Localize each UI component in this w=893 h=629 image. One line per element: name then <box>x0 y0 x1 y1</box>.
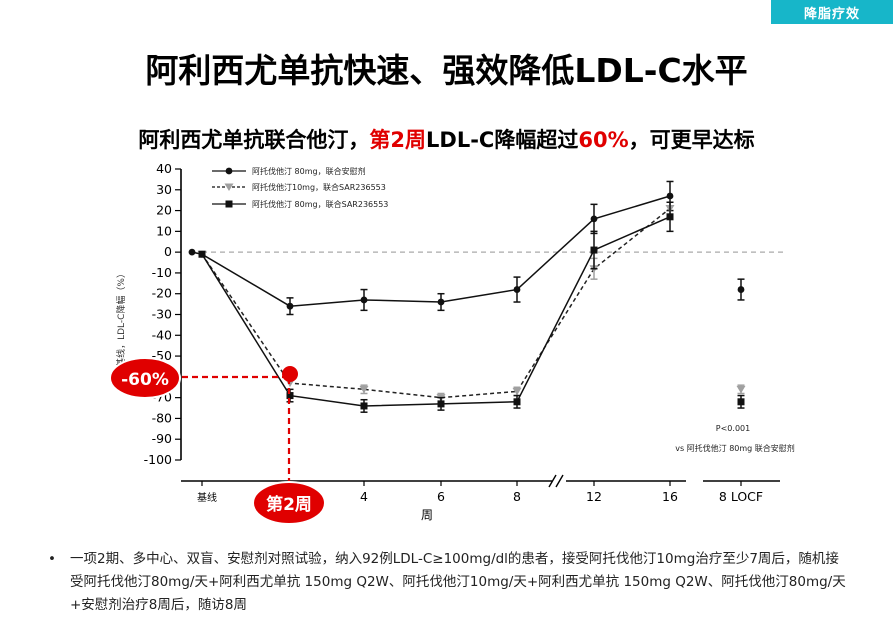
x-tick-label: 8 <box>513 489 521 504</box>
minus60-callout-label: -60% <box>121 370 169 390</box>
data-point-circle <box>225 167 233 175</box>
data-point-square <box>737 398 745 406</box>
x-axis-label: 周 <box>421 508 433 522</box>
footnote-text: 一项2期、多中心、双盲、安慰剂对照试验，纳入92例LDL-C≥100mg/dl的… <box>70 551 846 613</box>
data-point-circle <box>437 298 445 306</box>
x-tick-label: 8 LOCF <box>719 489 763 504</box>
data-point-triangle <box>224 183 234 191</box>
ldl-chart: 403020100-10-20-30-40-50-60-70-80-90-100… <box>109 161 795 525</box>
x-tick-label: 4 <box>360 489 368 504</box>
y-tick-label: 10 <box>156 223 172 238</box>
data-point-circle <box>513 286 521 293</box>
comparison-annotation: vs 阿托伐他汀 80mg 联合安慰剂 <box>675 443 795 453</box>
y-tick-label: -30 <box>152 307 172 322</box>
x-tick-label: 6 <box>437 489 445 504</box>
y-tick-label: -20 <box>152 286 172 301</box>
data-point-circle <box>286 302 294 310</box>
y-tick-label: -80 <box>152 410 172 425</box>
data-point-square <box>666 213 674 221</box>
legend-label: 阿托伐他汀10mg，联合SAR236553 <box>252 182 386 192</box>
y-tick-label: 30 <box>156 182 172 197</box>
y-tick-label: 40 <box>156 161 172 176</box>
data-point-square <box>590 246 598 254</box>
page-subtitle: 阿利西尤单抗联合他汀，第2周LDL-C降幅超过60%，可更早达标 <box>0 124 893 154</box>
series-line-1 <box>191 195 671 307</box>
x-tick-label: 16 <box>662 489 678 504</box>
y-tick-label: 20 <box>156 203 172 218</box>
data-point-circle <box>737 286 745 293</box>
data-point-square <box>437 400 445 408</box>
data-point-square <box>198 250 206 258</box>
y-axis-label: 基线，LDL-C降幅（%） <box>115 269 127 367</box>
data-point-triangle <box>736 385 746 394</box>
axis-break-mark <box>548 474 557 488</box>
data-point-circle <box>360 296 368 304</box>
footnote: • 一项2期、多中心、双盲、安慰剂对照试验，纳入92例LDL-C≥100mg/d… <box>48 548 846 617</box>
subtitle-part1: 阿利西尤单抗联合他汀， <box>138 128 370 152</box>
section-tag: 降脂疗效 <box>771 0 893 24</box>
data-point-triangle <box>359 385 369 394</box>
subtitle-part5: ，可更早达标 <box>628 128 755 152</box>
y-tick-label: -90 <box>152 431 172 446</box>
data-point-square <box>513 398 521 406</box>
legend-label: 阿托伐他汀 80mg，联合安慰剂 <box>252 166 366 176</box>
y-tick-label: -100 <box>144 452 172 467</box>
legend-label: 阿托伐他汀 80mg，联合SAR236553 <box>252 199 388 209</box>
data-point-circle <box>590 215 598 223</box>
x-tick-label: 基线 <box>197 491 217 504</box>
highlight-point <box>282 366 298 382</box>
data-point-square <box>360 402 368 410</box>
x-tick-label: 12 <box>586 489 602 504</box>
y-tick-label: -10 <box>152 265 172 280</box>
series-line-2 <box>201 207 671 399</box>
bullet-icon: • <box>48 551 56 567</box>
subtitle-week2-highlight: 第2周 <box>369 128 427 152</box>
week2-callout-label: 第2周 <box>266 494 312 515</box>
minus60-callout-bubble <box>109 357 181 399</box>
subtitle-part3: LDL-C降幅超过 <box>426 128 579 152</box>
data-point-square <box>225 200 233 208</box>
y-tick-label: 0 <box>164 244 172 259</box>
p-value-annotation: P<0.001 <box>716 424 750 433</box>
subtitle-percent-highlight: 60% <box>578 128 629 152</box>
page-title: 阿利西尤单抗快速、强效降低LDL-C水平 <box>145 51 748 90</box>
data-point-circle <box>666 192 674 200</box>
axis-break-mark <box>555 474 564 488</box>
week2-callout-bubble <box>252 481 326 525</box>
data-point-triangle <box>512 387 522 396</box>
data-point-square <box>286 392 294 400</box>
data-point-circle <box>188 248 196 256</box>
y-tick-label: -40 <box>152 327 172 342</box>
